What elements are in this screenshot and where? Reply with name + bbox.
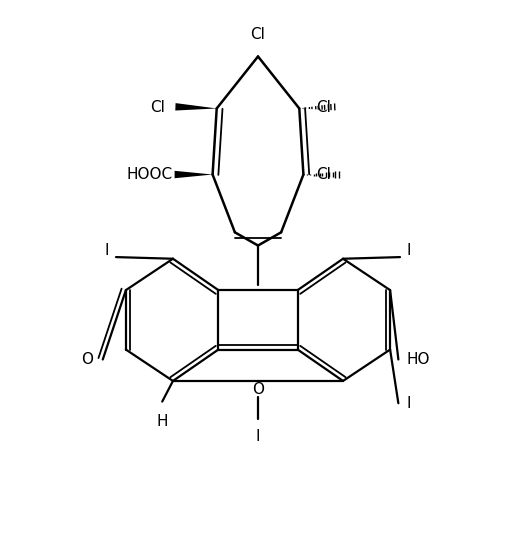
Text: I: I <box>407 243 411 258</box>
Text: HO: HO <box>407 352 430 367</box>
Text: O: O <box>81 352 93 367</box>
Text: Cl: Cl <box>251 27 265 42</box>
Polygon shape <box>175 103 217 111</box>
Text: Cl: Cl <box>316 100 331 115</box>
Text: H: H <box>156 414 168 429</box>
Text: O: O <box>252 382 264 397</box>
Text: Cl: Cl <box>150 100 165 115</box>
Text: I: I <box>256 429 260 444</box>
Text: I: I <box>407 396 411 411</box>
Text: Cl: Cl <box>316 167 331 182</box>
Text: HOOC: HOOC <box>127 167 173 182</box>
Text: I: I <box>105 243 109 258</box>
Polygon shape <box>174 171 213 178</box>
